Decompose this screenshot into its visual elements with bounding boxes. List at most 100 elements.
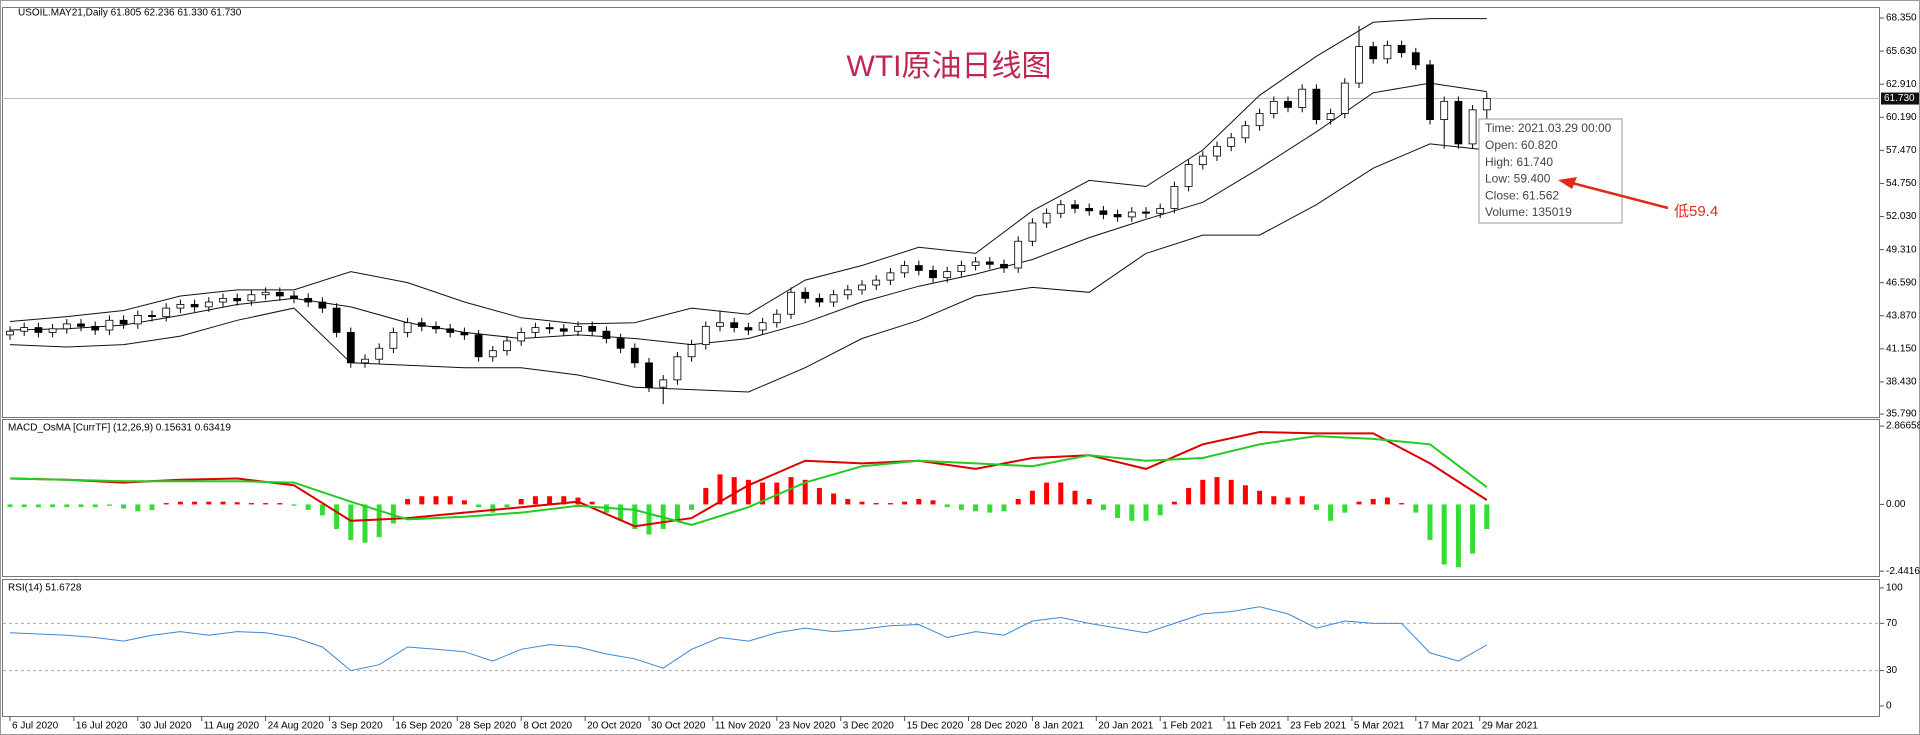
- candle-body: [687, 344, 696, 358]
- histogram-bar: [589, 501, 595, 505]
- candle-body: [417, 322, 426, 327]
- candle-body: [943, 271, 952, 279]
- x-tick-label: 1 Feb 2021: [1162, 721, 1213, 732]
- histogram-bar: [135, 504, 141, 512]
- candle-body: [346, 332, 355, 364]
- histogram-bar: [305, 504, 311, 510]
- histogram-bar: [973, 504, 979, 512]
- candle-body: [659, 379, 668, 388]
- x-tick-label: 3 Dec 2020: [843, 721, 895, 732]
- candle-body: [62, 323, 71, 330]
- histogram-bar: [461, 500, 467, 505]
- tooltip-line: Close: 61.562: [1485, 188, 1559, 202]
- candle-body: [616, 338, 625, 349]
- histogram-bar: [447, 496, 453, 505]
- candle-body: [77, 323, 85, 327]
- candle-body: [105, 319, 114, 331]
- y-tick-label: 49.310: [1886, 244, 1917, 255]
- candle-body: [20, 327, 29, 332]
- candle-body: [787, 291, 795, 315]
- histogram-bar: [845, 498, 851, 505]
- histogram-bar: [958, 504, 964, 510]
- x-tick-label: 17 Mar 2021: [1418, 721, 1475, 732]
- candle-body: [304, 297, 313, 303]
- x-tick-label: 29 Mar 2021: [1482, 721, 1539, 732]
- candle-body: [290, 295, 298, 299]
- histogram-bar: [717, 474, 723, 505]
- histogram-bar: [1129, 504, 1135, 521]
- candle-body: [858, 284, 866, 291]
- candle-body: [1113, 214, 1122, 218]
- candle-body: [645, 362, 653, 388]
- candle-body: [1269, 100, 1278, 114]
- macd-header: MACD_OsMA [CurrTF] (12,26,9) 0.15631 0.6…: [8, 423, 231, 434]
- candle-body: [488, 350, 497, 358]
- histogram-bar: [831, 493, 837, 505]
- histogram-bar: [50, 504, 56, 508]
- candle-body: [1397, 44, 1406, 54]
- candle-body: [261, 291, 270, 296]
- candle-body: [1071, 204, 1079, 209]
- candle-body: [588, 325, 597, 332]
- histogram-bar: [1285, 497, 1291, 505]
- candle-body: [403, 322, 412, 333]
- histogram-bar: [1413, 504, 1419, 513]
- candle-body: [758, 322, 767, 331]
- candle-body: [1482, 98, 1491, 111]
- histogram-bar: [1484, 504, 1490, 530]
- candle-body: [91, 325, 100, 331]
- candle-body: [602, 330, 611, 339]
- histogram-bar: [1214, 477, 1220, 505]
- candle-body: [148, 315, 156, 318]
- annotation-arrowhead: [1558, 177, 1577, 189]
- candle-body: [957, 265, 966, 273]
- histogram-bar: [887, 503, 893, 505]
- chart-title: WTI原油日线图: [847, 50, 1052, 83]
- candle-body: [1241, 125, 1250, 139]
- last-price-box: [1881, 92, 1919, 105]
- x-tick-label: 28 Dec 2020: [971, 721, 1028, 732]
- y-tick-label: 60.190: [1886, 112, 1917, 123]
- tooltip-line: Open: 60.820: [1485, 138, 1558, 152]
- candle-body: [233, 297, 242, 302]
- histogram-bar: [248, 503, 254, 505]
- x-tick-label: 20 Oct 2020: [587, 721, 642, 732]
- histogram-bar: [192, 501, 198, 505]
- x-tick-label: 11 Aug 2020: [204, 721, 260, 732]
- histogram-bar: [177, 501, 183, 505]
- rsi-line: [9, 606, 1488, 672]
- tooltip-box: [1478, 118, 1623, 224]
- histogram-bar: [1044, 482, 1050, 505]
- histogram-bar: [163, 503, 169, 505]
- candle-body: [204, 301, 213, 308]
- histogram-bar: [433, 496, 439, 505]
- candle-body: [1184, 164, 1193, 187]
- candle-body: [1028, 222, 1037, 242]
- candle-body: [1198, 155, 1207, 165]
- annotation-arrow: [1571, 181, 1669, 210]
- y-tick-label: 62.910: [1886, 79, 1917, 90]
- x-tick-label: 23 Nov 2020: [779, 721, 836, 732]
- band-upper: [9, 18, 1487, 325]
- x-tick-label: 15 Dec 2020: [907, 721, 964, 732]
- candle-body: [275, 291, 284, 297]
- y-tick-label: 46.590: [1886, 277, 1917, 288]
- candle-body: [133, 315, 142, 325]
- histogram-bar: [64, 504, 70, 508]
- candle-body: [1127, 211, 1136, 218]
- histogram-bar: [802, 479, 808, 505]
- x-tick-label: 11 Feb 2021: [1226, 721, 1282, 732]
- candle-body: [1383, 44, 1392, 60]
- candle-body: [119, 319, 128, 325]
- x-tick-label: 11 Nov 2020: [715, 721, 771, 732]
- candle-body: [176, 304, 185, 309]
- tooltip-line: Volume: 135019: [1485, 205, 1572, 219]
- x-tick-label: 3 Sep 2020: [332, 721, 384, 732]
- histogram-bar: [1115, 504, 1121, 519]
- price-header: USOIL.MAY21,Daily 61.805 62.236 61.330 6…: [18, 8, 242, 19]
- histogram-bar: [618, 504, 624, 521]
- histogram-bar: [362, 504, 368, 543]
- histogram-bar: [405, 498, 411, 505]
- histogram-bar: [206, 501, 212, 505]
